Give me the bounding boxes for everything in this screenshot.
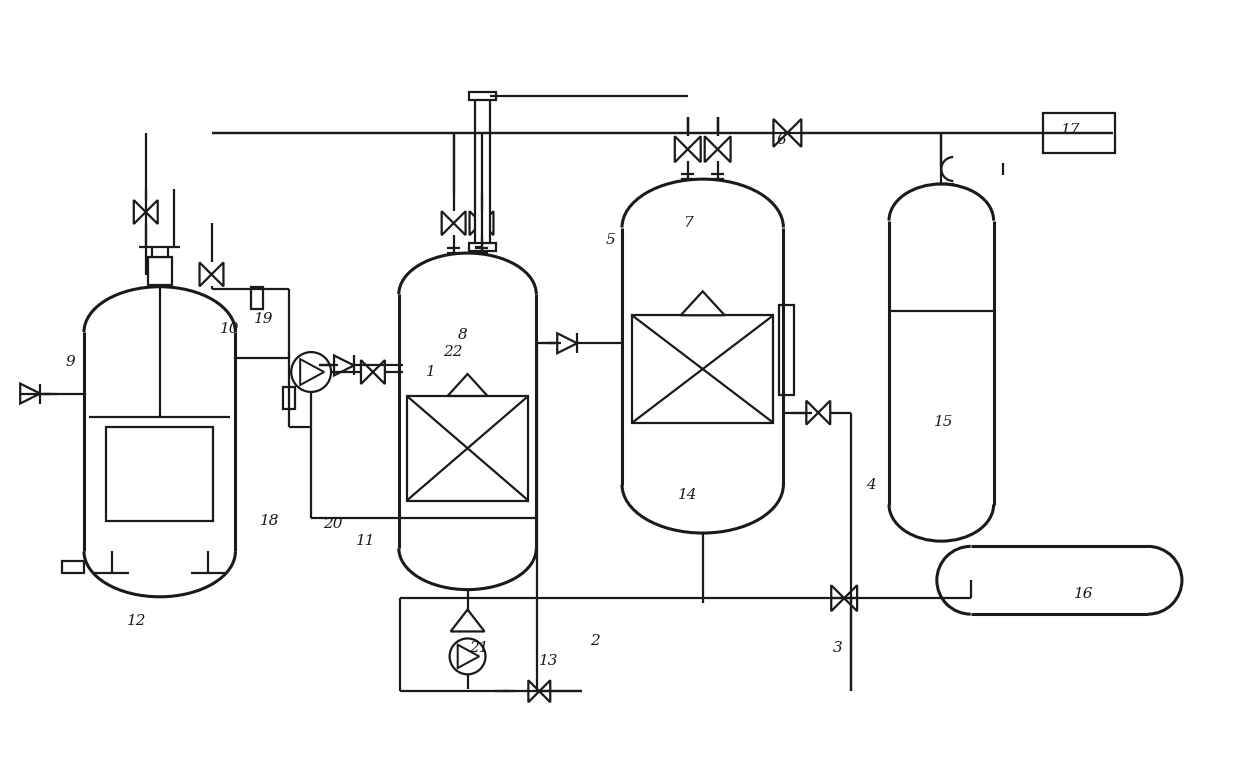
Text: 12: 12 xyxy=(126,614,146,628)
Polygon shape xyxy=(200,263,212,286)
Text: 11: 11 xyxy=(356,534,376,548)
Polygon shape xyxy=(481,211,494,235)
Polygon shape xyxy=(844,585,857,611)
Polygon shape xyxy=(675,136,688,162)
Circle shape xyxy=(450,638,486,674)
Bar xyxy=(780,304,795,394)
Polygon shape xyxy=(146,200,157,224)
Polygon shape xyxy=(806,400,818,425)
Circle shape xyxy=(291,352,331,392)
Text: 20: 20 xyxy=(324,518,342,531)
Text: 2: 2 xyxy=(590,634,600,648)
Polygon shape xyxy=(704,136,718,162)
Text: 14: 14 xyxy=(678,488,698,502)
Polygon shape xyxy=(458,645,479,668)
Bar xyxy=(148,257,171,285)
Polygon shape xyxy=(373,360,384,384)
Text: 5: 5 xyxy=(605,232,615,247)
Bar xyxy=(1043,113,1115,153)
Polygon shape xyxy=(557,333,577,354)
Polygon shape xyxy=(528,681,539,702)
Bar xyxy=(469,92,496,100)
Text: 7: 7 xyxy=(683,216,693,229)
Text: 4: 4 xyxy=(867,478,875,491)
Text: 8: 8 xyxy=(458,329,467,342)
Text: 16: 16 xyxy=(1074,587,1092,601)
Polygon shape xyxy=(361,360,373,384)
Bar xyxy=(105,427,213,522)
Polygon shape xyxy=(441,211,454,235)
Polygon shape xyxy=(774,119,787,147)
Polygon shape xyxy=(212,263,223,286)
Polygon shape xyxy=(454,211,465,235)
Polygon shape xyxy=(20,384,40,403)
Text: 1: 1 xyxy=(425,365,435,379)
Polygon shape xyxy=(450,609,485,631)
Polygon shape xyxy=(300,359,324,385)
Bar xyxy=(283,387,295,409)
Polygon shape xyxy=(334,356,353,375)
Text: 22: 22 xyxy=(443,345,463,359)
Polygon shape xyxy=(470,211,481,235)
Polygon shape xyxy=(134,200,146,224)
Polygon shape xyxy=(688,136,701,162)
Text: 18: 18 xyxy=(259,515,279,528)
Text: 9: 9 xyxy=(66,355,74,369)
Text: 10: 10 xyxy=(219,322,239,336)
Text: 13: 13 xyxy=(538,654,558,668)
Bar xyxy=(475,96,491,248)
Bar xyxy=(469,244,496,251)
Polygon shape xyxy=(681,291,724,315)
Bar xyxy=(632,315,774,423)
Polygon shape xyxy=(787,119,801,147)
Text: 3: 3 xyxy=(832,641,842,655)
Polygon shape xyxy=(448,374,487,396)
Polygon shape xyxy=(539,681,551,702)
Bar xyxy=(252,288,263,310)
Bar xyxy=(151,247,167,257)
Text: 6: 6 xyxy=(776,133,786,147)
Text: 19: 19 xyxy=(253,312,273,326)
Bar xyxy=(407,396,528,500)
Polygon shape xyxy=(818,400,831,425)
Polygon shape xyxy=(831,585,844,611)
Text: 17: 17 xyxy=(1060,123,1080,137)
Polygon shape xyxy=(718,136,730,162)
Text: 21: 21 xyxy=(469,641,489,655)
Text: 15: 15 xyxy=(934,415,954,428)
Bar xyxy=(62,562,84,573)
